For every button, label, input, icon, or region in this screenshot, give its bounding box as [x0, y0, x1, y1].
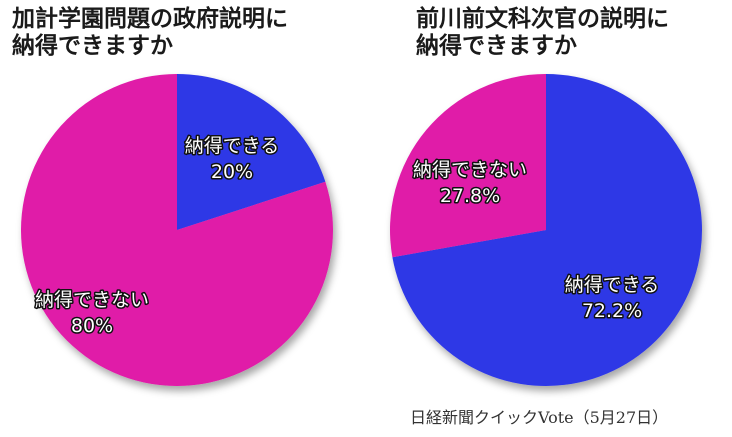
left-chart-title-line2: 納得できますか — [12, 33, 173, 59]
left-pie-chart — [20, 74, 333, 386]
left-chart-title: 加計学園問題の政府説明に 納得できますか — [12, 6, 288, 60]
right-chart-title-line2: 納得できますか — [416, 33, 577, 59]
source-note: 日経新聞クイックVote（5月27日） — [410, 408, 669, 427]
right-slice-accept — [392, 74, 703, 386]
left-chart-title-line1: 加計学園問題の政府説明に — [12, 6, 288, 32]
right-slice-reject — [390, 74, 546, 258]
right-chart-title: 前川前文科次官の説明に 納得できますか — [416, 6, 669, 60]
right-accept-category-label: 納得できる — [565, 274, 660, 296]
right-accept-value-label: 72.2% — [582, 300, 642, 322]
right-pie-chart — [390, 74, 703, 386]
left-reject-category-label: 納得できない — [35, 289, 149, 311]
right-reject-value-label: 27.8% — [440, 185, 500, 207]
left-accept-value-label: 20% — [211, 161, 253, 183]
left-accept-category-label: 納得できる — [185, 135, 280, 157]
left-reject-value-label: 80% — [71, 315, 113, 337]
right-reject-category-label: 納得できない — [413, 159, 527, 181]
left-slice-accept — [177, 74, 326, 230]
right-chart-title-line1: 前川前文科次官の説明に — [416, 6, 669, 32]
left-slice-reject — [20, 74, 333, 386]
